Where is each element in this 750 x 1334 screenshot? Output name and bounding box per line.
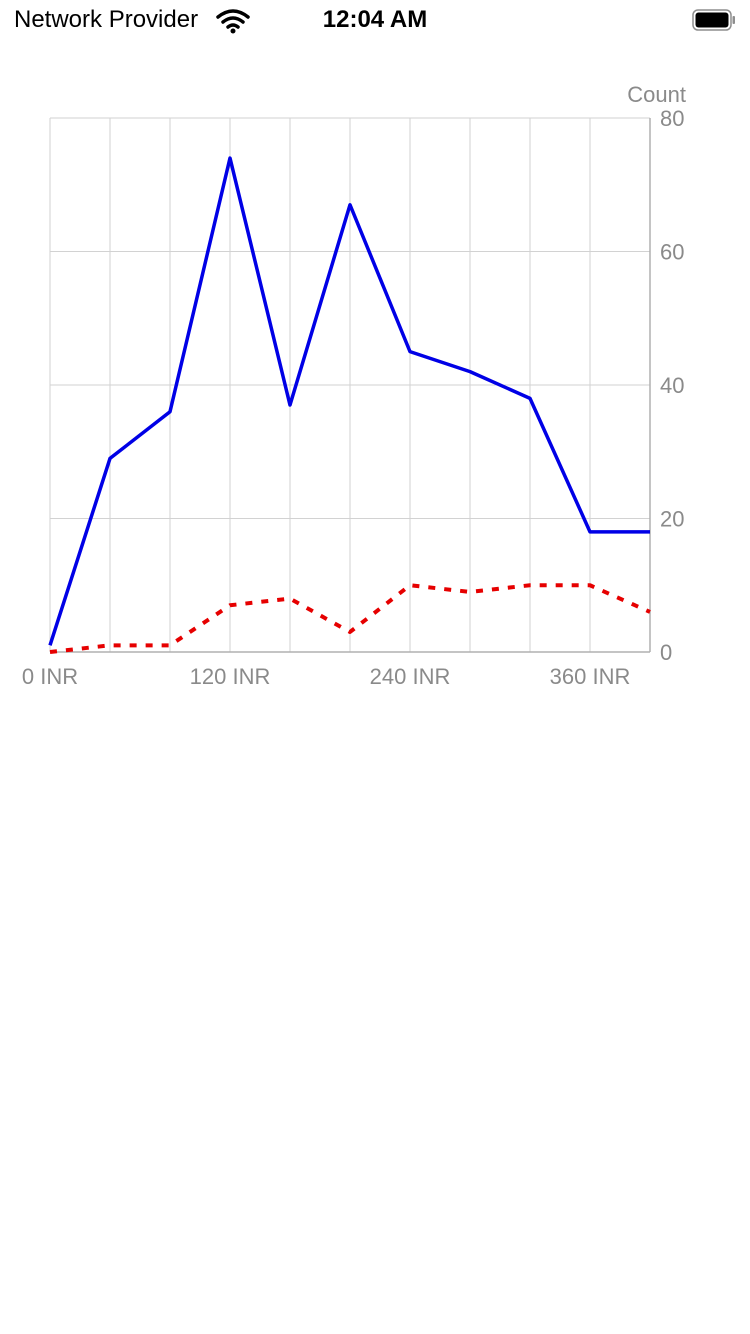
wifi-icon [216, 9, 250, 34]
chart-grid [49, 117, 651, 653]
y-tick-label: 80 [660, 106, 684, 131]
y-axis-title: Count [627, 82, 686, 107]
x-tick-label: 360 INR [550, 664, 631, 689]
y-tick-label: 40 [660, 373, 684, 398]
x-tick-label: 0 INR [22, 664, 78, 689]
x-tick-label: 240 INR [370, 664, 451, 689]
carrier-name: Network Provider [14, 6, 199, 33]
status-time: 12:04 AM [322, 6, 428, 33]
chart-series [48, 156, 651, 654]
y-tick-label: 60 [660, 240, 684, 265]
battery-icon [692, 9, 735, 31]
y-tick-label: 0 [660, 640, 672, 665]
x-tick-label: 120 INR [190, 664, 271, 689]
status-bar: Network Provider 12:04 AM [0, 0, 750, 44]
y-tick-label: 20 [660, 507, 684, 532]
